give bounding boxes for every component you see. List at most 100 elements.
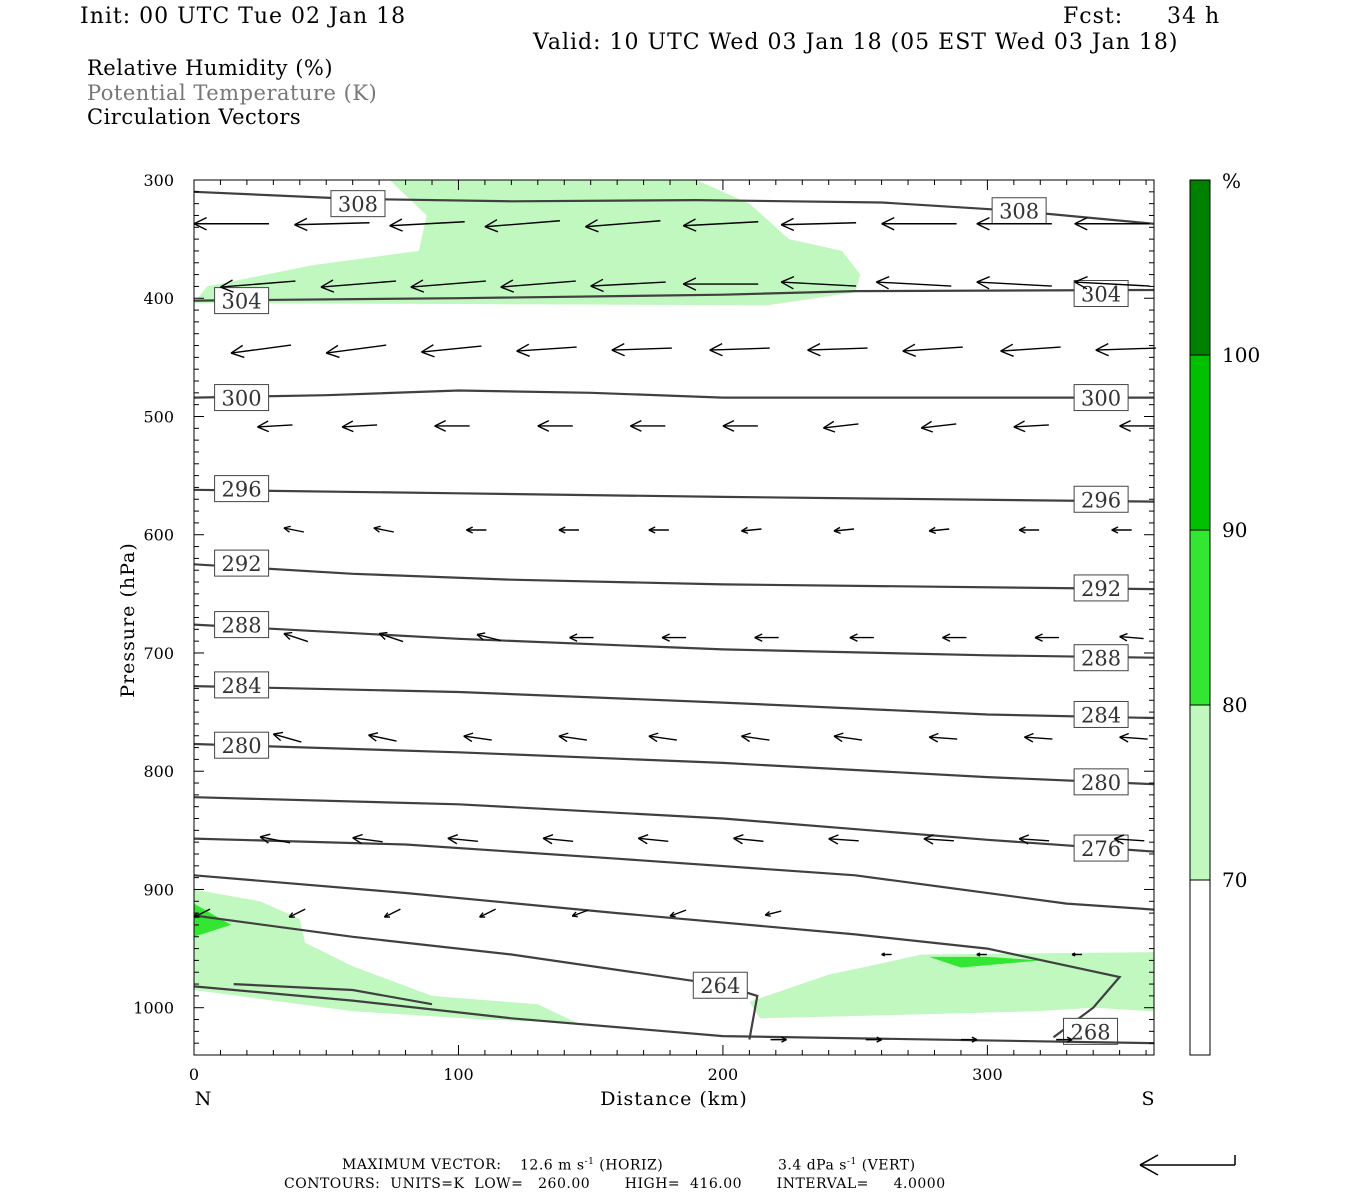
contour-label: 280: [1081, 771, 1121, 795]
vector-shaft: [1000, 346, 1061, 352]
contour-label-box: [214, 384, 270, 412]
vector-head: [383, 912, 389, 918]
vector-shaft: [828, 838, 859, 842]
vector-head: [378, 633, 386, 640]
circulation-vector: [272, 731, 302, 743]
vector-shaft: [638, 837, 669, 842]
vector-head: [542, 837, 553, 845]
circulation-vector: [389, 218, 465, 232]
contour-label-box: [214, 287, 270, 315]
circulation-vector: [976, 275, 1052, 290]
circulation-vector: [881, 952, 892, 957]
contour-label-box: [214, 671, 270, 699]
legend-circulation-vectors: Circulation Vectors: [87, 105, 302, 129]
circulation-vector: [881, 217, 957, 231]
x-left-end-label: N: [195, 1088, 212, 1110]
circulation-vector: [569, 633, 594, 642]
vector-head: [754, 633, 763, 639]
vector-head: [389, 218, 403, 227]
circulation-vector: [288, 908, 306, 918]
contour-label: 296: [1081, 488, 1121, 512]
vector-shaft: [1013, 424, 1049, 428]
vector-shaft: [807, 347, 868, 351]
vector-shaft: [283, 632, 309, 643]
vector-head: [928, 530, 937, 535]
vector-head: [780, 281, 794, 290]
vector-head: [648, 529, 656, 534]
vector-head: [828, 834, 839, 840]
vector-head: [902, 343, 916, 352]
circulation-vector: [682, 218, 759, 232]
circulation-vector: [294, 217, 370, 232]
legend-potential-temperature: Potential Temperature (K): [87, 81, 378, 105]
vector-head: [1000, 350, 1014, 357]
circulation-vector: [1074, 275, 1150, 290]
vector-shaft: [902, 346, 963, 352]
vector-head: [661, 636, 670, 642]
max-vector-label: MAXIMUM VECTOR:: [342, 1157, 502, 1173]
y-tick-label: 500: [143, 407, 174, 426]
circulation-vector: [383, 908, 401, 918]
vector-head: [463, 735, 473, 743]
circulation-vector: [1013, 420, 1049, 433]
vector-head: [741, 735, 750, 743]
circulation-vector: [920, 420, 957, 433]
vector-head: [661, 633, 670, 639]
vector-head: [733, 834, 744, 839]
rh-region: [194, 180, 861, 306]
vector-head: [682, 277, 697, 285]
colorbar-unit: %: [1222, 169, 1241, 193]
vector-head: [682, 218, 696, 227]
vector-shaft: [389, 221, 465, 227]
contour-label: 304: [222, 290, 262, 314]
contour-label: 308: [999, 200, 1039, 224]
circulation-vector: [1000, 343, 1061, 357]
vector-head: [764, 910, 770, 916]
vector-shaft: [476, 633, 502, 642]
vector-head: [193, 217, 207, 225]
vector-shaft: [484, 220, 560, 228]
circulation-vector: [1071, 952, 1083, 957]
vector-head: [1074, 275, 1088, 283]
plot-frame: [193, 179, 1155, 1056]
vector-head: [410, 279, 424, 288]
vector-head: [373, 527, 380, 533]
axes: 300 400 500 600 700 800 900 1000 0 100 200 300: [133, 171, 1154, 1084]
vector-shaft: [585, 220, 661, 228]
vector-head: [537, 425, 550, 432]
vector-head: [283, 631, 293, 635]
vector-head: [283, 525, 291, 529]
vector-head: [1114, 834, 1125, 840]
vector-head: [709, 349, 723, 357]
vector-head: [1111, 526, 1119, 531]
circulation-vector: [484, 219, 560, 233]
circulation-vector: [780, 217, 857, 232]
circulation-vector: [479, 908, 496, 918]
contour-label-box: [1073, 644, 1129, 672]
vector-shaft: [833, 735, 863, 741]
colorbar-label: 80: [1222, 693, 1247, 717]
circulation-vector: [682, 277, 759, 291]
circulation-vector: [923, 834, 954, 845]
theta-contour-line: [233, 983, 433, 1006]
vector-head: [283, 633, 291, 640]
circulation-vector: [833, 526, 855, 535]
vector-shaft: [1119, 635, 1144, 640]
y-tick-label: 300: [143, 171, 174, 190]
reference-vector-icon: [1139, 1154, 1236, 1176]
vector-shaft: [447, 837, 478, 842]
vector-shaft: [781, 281, 857, 287]
contour-label: 296: [222, 478, 262, 502]
vector-head: [341, 420, 354, 428]
vector-head: [876, 1036, 883, 1041]
vector-shaft: [220, 280, 296, 288]
vector-head: [590, 285, 604, 293]
vector-head: [1111, 529, 1119, 534]
contour-label: 284: [1081, 703, 1121, 727]
theta-contour-line: [193, 563, 1155, 591]
circulation-vector: [373, 525, 394, 533]
vector-head: [928, 732, 939, 738]
vector-head: [971, 1038, 978, 1043]
vector-head: [630, 419, 642, 427]
